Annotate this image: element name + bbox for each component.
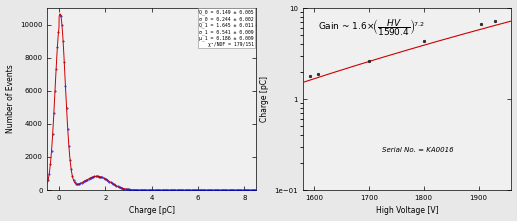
Text: Serial No. = KA0016: Serial No. = KA0016	[382, 147, 453, 153]
Text: Gain ~ 1.6$\times\!\left(\dfrac{HV}{1590.4}\right)^{\!7.2}$: Gain ~ 1.6$\times\!\left(\dfrac{HV}{1590…	[317, 17, 424, 38]
X-axis label: High Voltage [V]: High Voltage [V]	[376, 206, 438, 215]
X-axis label: Charge [pC]: Charge [pC]	[129, 206, 175, 215]
Text: Q_0 = 0.149 ± 0.005
σ_0 = 0.244 ± 0.002
Q_1 = 1.645 ± 0.011
σ_1 = 0.541 ± 0.009
: Q_0 = 0.149 ± 0.005 σ_0 = 0.244 ± 0.002 …	[199, 10, 254, 47]
Y-axis label: Charge [pC]: Charge [pC]	[260, 76, 269, 122]
Y-axis label: Number of Events: Number of Events	[6, 65, 14, 133]
